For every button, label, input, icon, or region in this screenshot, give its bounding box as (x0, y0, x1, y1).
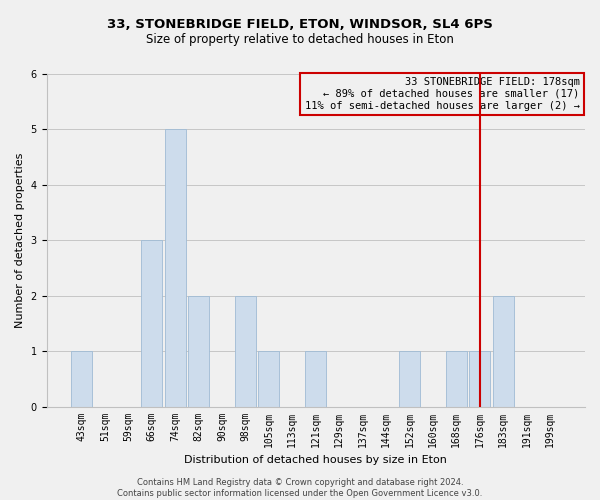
Text: 33 STONEBRIDGE FIELD: 178sqm
← 89% of detached houses are smaller (17)
11% of se: 33 STONEBRIDGE FIELD: 178sqm ← 89% of de… (305, 78, 580, 110)
X-axis label: Distribution of detached houses by size in Eton: Distribution of detached houses by size … (184, 455, 447, 465)
Bar (164, 130, 186, 406)
Bar (71, 351, 92, 406)
Text: Contains HM Land Registry data © Crown copyright and database right 2024.
Contai: Contains HM Land Registry data © Crown c… (118, 478, 482, 498)
Bar (493, 296, 514, 406)
Bar (141, 240, 163, 406)
Bar (235, 296, 256, 406)
Text: 33, STONEBRIDGE FIELD, ETON, WINDSOR, SL4 6PS: 33, STONEBRIDGE FIELD, ETON, WINDSOR, SL… (107, 18, 493, 30)
Y-axis label: Number of detached properties: Number of detached properties (15, 152, 25, 328)
Bar (305, 351, 326, 406)
Bar (188, 296, 209, 406)
Bar (469, 351, 490, 406)
Bar (446, 351, 467, 406)
Bar (259, 351, 280, 406)
Text: Size of property relative to detached houses in Eton: Size of property relative to detached ho… (146, 32, 454, 46)
Bar (399, 351, 420, 406)
